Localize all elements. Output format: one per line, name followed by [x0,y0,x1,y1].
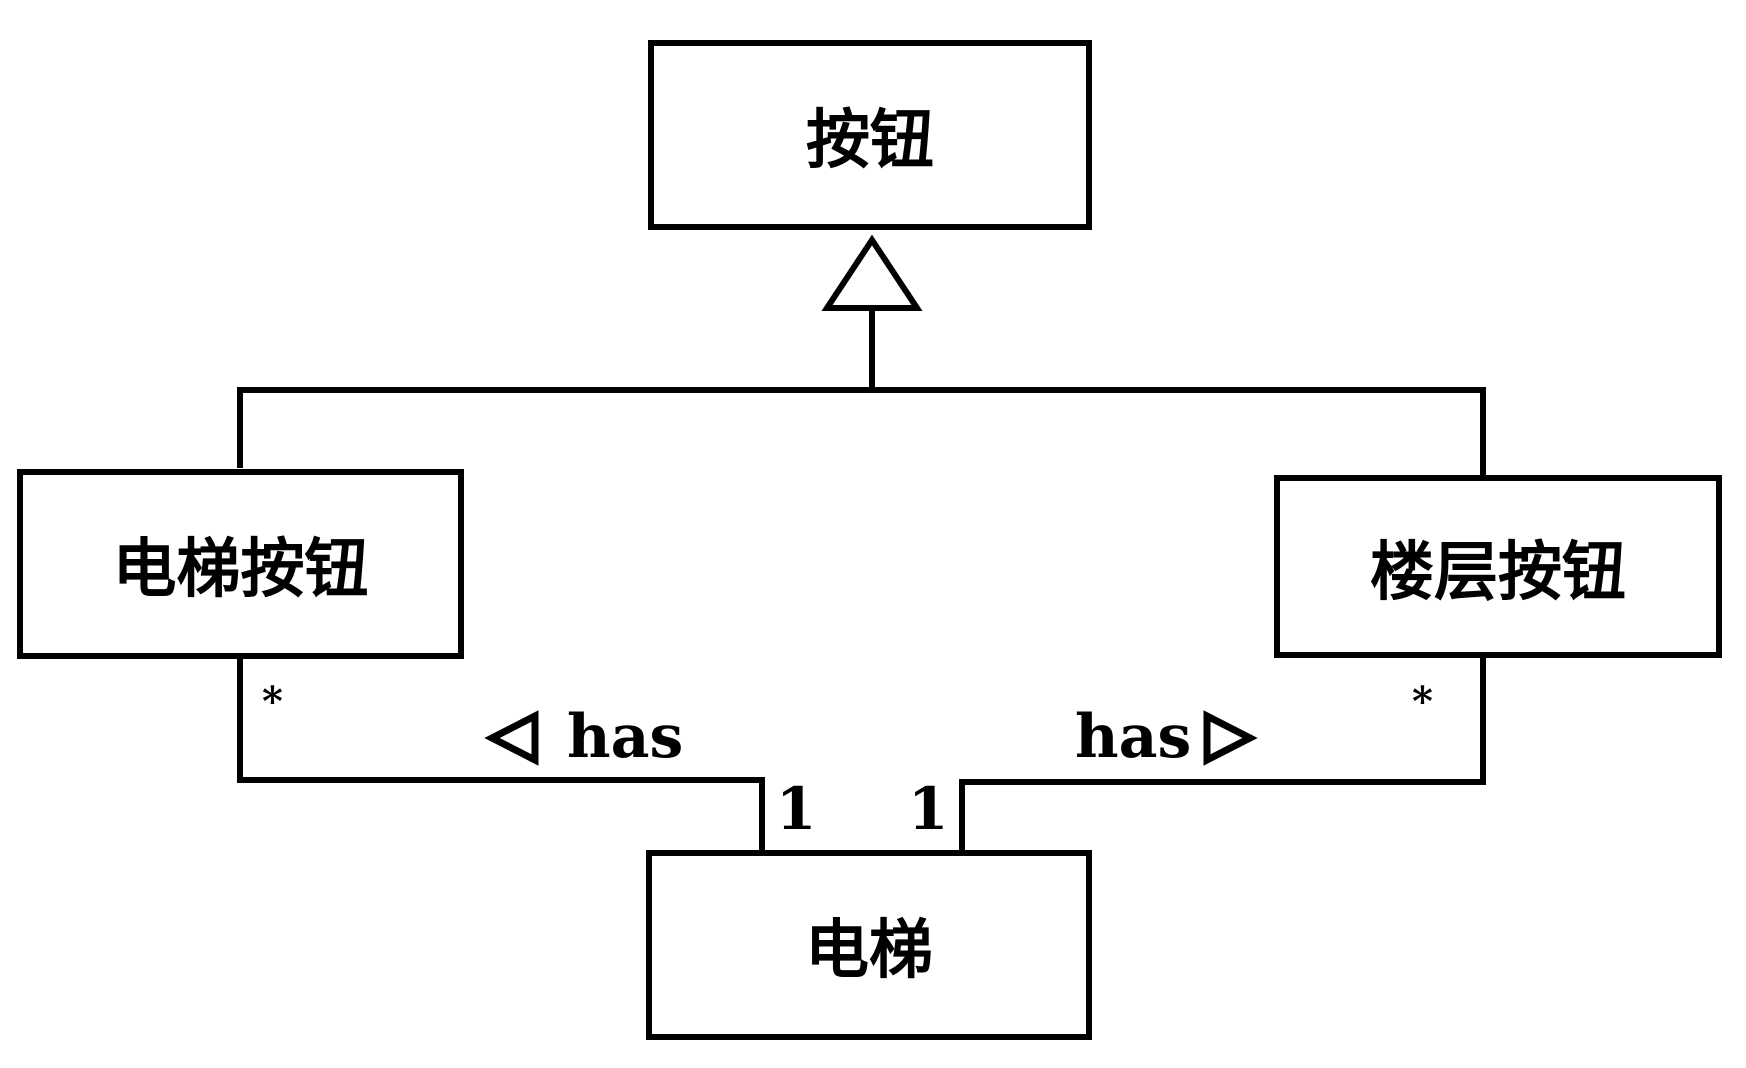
class-box-button: 按钮 [648,40,1092,230]
generalization-line [237,387,1486,475]
triangle-left-icon [484,710,539,766]
multiplicity-elevator-right: 1 [908,775,949,843]
class-name-elevator-button: 电梯按钮 [112,533,369,607]
multiplicity-floor-button: * [1412,678,1433,725]
class-box-elevator: 电梯 [646,850,1092,1040]
class-name-floor-button: 楼层按钮 [1370,535,1626,610]
association-label-left: has [567,702,684,772]
class-name-elevator: 电梯 [805,914,933,988]
class-box-floor-button: 楼层按钮 [1274,475,1722,658]
association-line-left [237,658,765,855]
association-line-right [959,658,1486,855]
class-box-elevator-button: 电梯按钮 [17,469,464,659]
multiplicity-elevator-left: 1 [776,775,817,843]
multiplicity-elevator-button: * [262,678,283,725]
generalization-arrowhead-icon [821,234,923,311]
class-name-button: 按钮 [806,104,934,178]
association-label-right: has [1075,702,1192,772]
triangle-right-icon [1203,710,1258,766]
